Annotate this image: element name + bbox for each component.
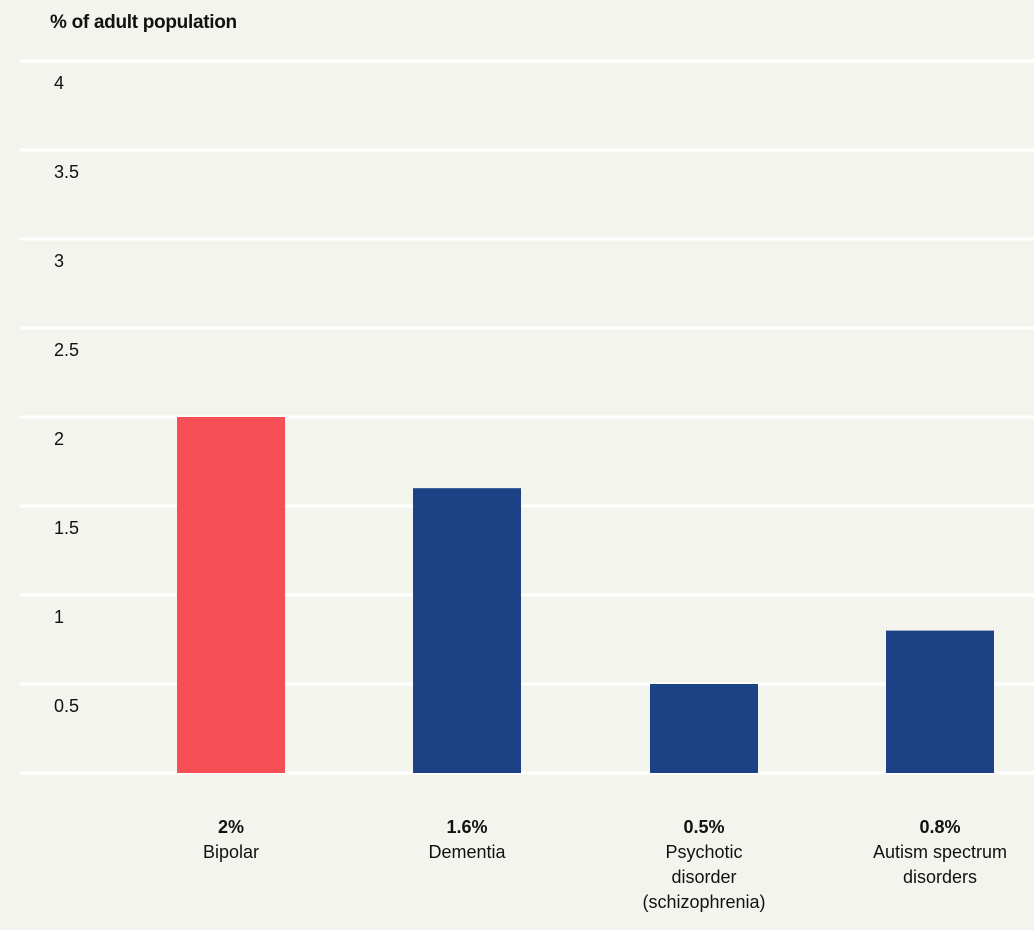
x-tick-label: Psychotic bbox=[665, 842, 743, 862]
category-label-group: 1.6% Dementia bbox=[352, 815, 582, 865]
y-tick-label: 2.5 bbox=[54, 340, 79, 360]
data-label: 2% bbox=[217, 817, 244, 837]
x-tick-label: disorders bbox=[902, 867, 978, 887]
bar bbox=[413, 488, 521, 773]
x-tick-label: Autism spectrum bbox=[872, 842, 1008, 862]
data-label: 0.8% bbox=[919, 817, 961, 837]
category-label-group: 0.5% Psychotic disorder (schizophrenia) bbox=[589, 815, 819, 915]
y-tick-label: 2 bbox=[54, 429, 64, 449]
bar bbox=[886, 630, 994, 773]
category-label-group: 0.8% Autism spectrum disorders bbox=[825, 815, 1034, 890]
category-label-group: 2% Bipolar bbox=[116, 815, 346, 865]
x-tick-label: disorder bbox=[671, 867, 737, 887]
y-tick-label: 0.5 bbox=[54, 696, 79, 716]
y-axis-label: % of adult population bbox=[50, 12, 237, 33]
x-tick-label: (schizophrenia) bbox=[642, 892, 766, 912]
x-tick-label: Bipolar bbox=[202, 842, 260, 862]
bar bbox=[177, 417, 285, 773]
y-tick-label: 1 bbox=[54, 607, 64, 627]
bar bbox=[650, 684, 758, 773]
y-tick-label: 4 bbox=[54, 73, 64, 93]
y-tick-label: 3.5 bbox=[54, 162, 79, 182]
data-label: 1.6% bbox=[446, 817, 488, 837]
y-tick-label: 3 bbox=[54, 251, 64, 271]
y-tick-label: 1.5 bbox=[54, 518, 79, 538]
data-label: 0.5% bbox=[683, 817, 725, 837]
x-tick-label: Dementia bbox=[428, 842, 506, 862]
